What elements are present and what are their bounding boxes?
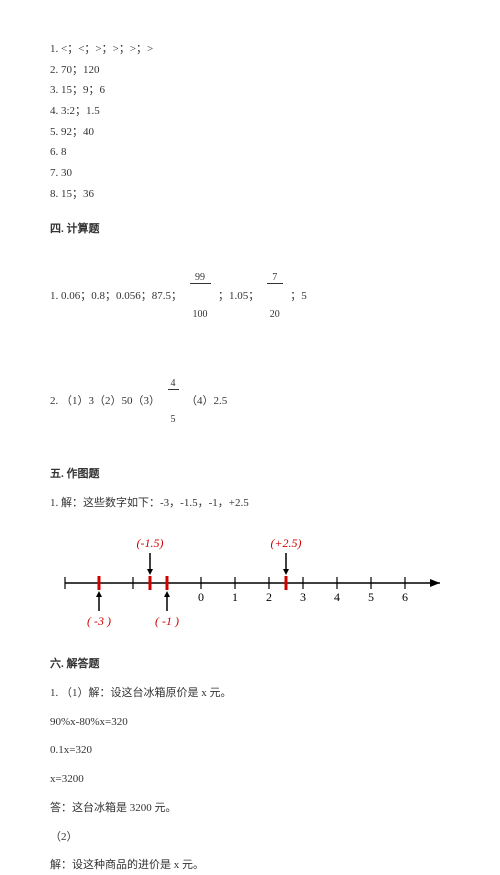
- calc-row-2b: （4）2.5: [181, 392, 228, 411]
- svg-text:( -1 ): ( -1 ): [155, 614, 179, 628]
- sec6-p4: x=3200: [50, 770, 450, 789]
- svg-text:( -3 ): ( -3 ): [87, 614, 111, 628]
- section-4-title: 四. 计算题: [50, 220, 450, 239]
- answer-line-8: 8. 15；36: [50, 185, 450, 204]
- fraction-1: 99 100: [190, 248, 211, 344]
- svg-text:6: 6: [402, 590, 408, 604]
- section-5-title: 五. 作图题: [50, 465, 450, 484]
- section-6-title: 六. 解答题: [50, 655, 450, 674]
- fraction-2-den: 20: [267, 309, 283, 320]
- answer-line-6: 6. 8: [50, 143, 450, 162]
- sec6-p1: 1. （1）解：设这台冰箱原价是 x 元。: [50, 684, 450, 703]
- svg-text:5: 5: [368, 590, 374, 604]
- svg-text:2: 2: [266, 590, 272, 604]
- calc-row-2a: 2. （1）3（2）50（3）: [50, 392, 166, 411]
- calc-row-1a: 1. 0.06；0.8；0.056；87.5；: [50, 287, 188, 306]
- sec6-p3: 0.1x=320: [50, 741, 450, 760]
- fraction-3-num: 4: [168, 378, 179, 390]
- calc-row-1: 1. 0.06；0.8；0.056；87.5； 99 100 ；1.05； 7 …: [50, 248, 450, 344]
- svg-text:(+2.5): (+2.5): [270, 536, 301, 550]
- answer-line-4: 4. 3:2；1.5: [50, 102, 450, 121]
- svg-text:1: 1: [232, 590, 238, 604]
- answer-line-7: 7. 30: [50, 164, 450, 183]
- fraction-1-den: 100: [190, 309, 211, 320]
- sec6-p2: 90%x-80%x=320: [50, 713, 450, 732]
- sec6-p6: （2）: [50, 828, 450, 847]
- number-line-diagram: 0 1 2 3 4 5 6 ( -3 ) (-1.5) ( -1 ) (+2.5): [50, 523, 450, 640]
- fraction-2: 7 20: [267, 248, 283, 344]
- sec6-p5: 答：这台冰箱是 3200 元。: [50, 799, 450, 818]
- fraction-3: 4 5: [168, 354, 179, 450]
- answer-line-5: 5. 92；40: [50, 123, 450, 142]
- answer-line-1: 1. <；<；>；>；>；>: [50, 40, 450, 59]
- answer-line-3: 3. 15；9；6: [50, 81, 450, 100]
- calc-row-2: 2. （1）3（2）50（3） 4 5 （4）2.5: [50, 354, 450, 450]
- fraction-2-num: 7: [267, 272, 283, 284]
- svg-text:3: 3: [300, 590, 306, 604]
- fraction-1-num: 99: [190, 272, 211, 284]
- svg-text:(-1.5): (-1.5): [137, 536, 164, 550]
- calc-row-1b: ；1.05；: [213, 287, 265, 306]
- sec6-p7: 解：设这种商品的进价是 x 元。: [50, 856, 450, 875]
- svg-text:0: 0: [198, 590, 204, 604]
- svg-text:4: 4: [334, 590, 340, 604]
- calc-row-1c: ；5: [285, 287, 307, 306]
- answer-line-2: 2. 70；120: [50, 61, 450, 80]
- sec5-line1: 1. 解：这些数字如下：-3，-1.5，-1，+2.5: [50, 494, 450, 513]
- fraction-3-den: 5: [168, 414, 179, 425]
